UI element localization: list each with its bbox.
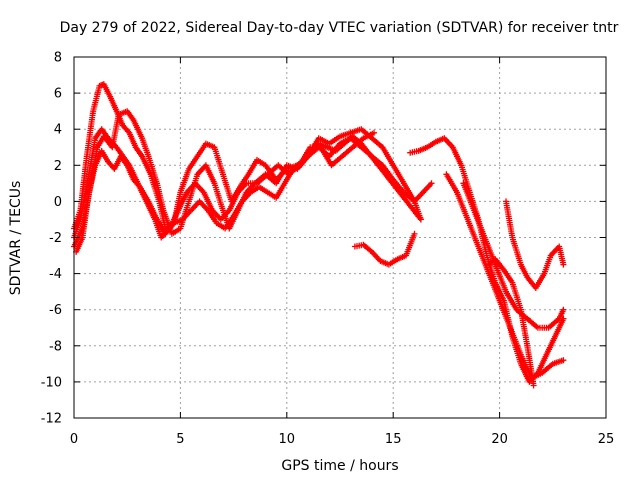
series-trace-10 bbox=[486, 256, 537, 389]
series-trace-6 bbox=[407, 135, 567, 385]
x-tick-label: 15 bbox=[385, 432, 402, 447]
y-tick-label: -8 bbox=[49, 339, 62, 354]
axis-ticks: 0 5 10 15 20 25 -12 -10 -8 -6 -4 -2 0 2 4 6 8 bbox=[41, 51, 615, 448]
series-markers bbox=[407, 135, 567, 385]
series-line bbox=[445, 173, 564, 379]
x-tick-label: 5 bbox=[176, 432, 184, 447]
series-markers bbox=[486, 256, 537, 389]
y-tick-label: -10 bbox=[41, 375, 62, 390]
series-trace-4 bbox=[73, 133, 424, 255]
data-series-layer bbox=[71, 81, 567, 389]
series-trace-5 bbox=[351, 230, 418, 268]
y-tick-label: 0 bbox=[54, 195, 62, 210]
y-axis-title: SDTVAR / TECUs bbox=[8, 181, 24, 296]
y-tick-label: 6 bbox=[54, 87, 62, 102]
series-markers bbox=[73, 133, 424, 255]
x-tick-label: 0 bbox=[70, 432, 78, 447]
series-markers bbox=[460, 180, 567, 331]
series-markers bbox=[503, 198, 567, 291]
grid-lines bbox=[74, 57, 606, 418]
y-tick-label: 8 bbox=[54, 51, 62, 66]
x-tick-label: 10 bbox=[279, 432, 296, 447]
series-markers bbox=[351, 230, 418, 268]
x-tick-label: 25 bbox=[598, 432, 615, 447]
y-tick-label: 4 bbox=[54, 123, 62, 138]
y-tick-label: 2 bbox=[54, 159, 62, 174]
series-trace-9 bbox=[503, 198, 567, 291]
y-tick-label: -12 bbox=[41, 412, 62, 427]
y-tick-label: -4 bbox=[49, 267, 62, 282]
chart-title: Day 279 of 2022, Sidereal Day-to-day VTE… bbox=[60, 20, 619, 36]
series-trace-1 bbox=[71, 81, 424, 232]
y-tick-label: -6 bbox=[49, 303, 62, 318]
series-trace-7 bbox=[443, 171, 567, 382]
series-markers bbox=[443, 171, 567, 382]
x-axis-title: GPS time / hours bbox=[281, 458, 398, 474]
series-trace-8 bbox=[460, 180, 567, 331]
x-tick-label: 20 bbox=[491, 432, 508, 447]
y-tick-label: -2 bbox=[49, 231, 62, 246]
